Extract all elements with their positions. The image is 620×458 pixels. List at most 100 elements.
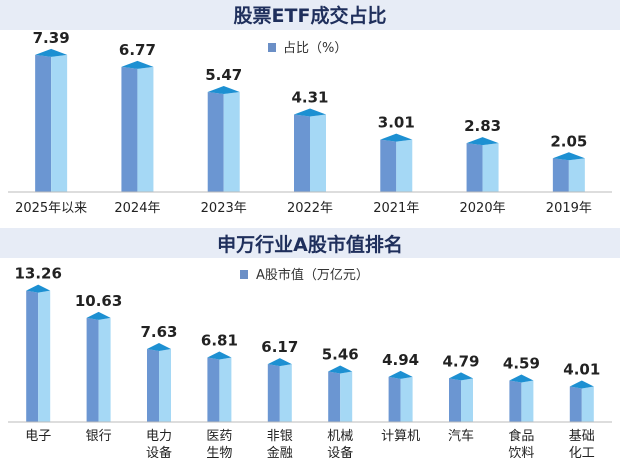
chart2-bar-front-8 [509,380,522,422]
chart2-title: 申万行业A股市值排名 [217,233,403,256]
chart1-bar-side-0 [51,54,68,192]
chart1-bar-front-0 [35,54,52,192]
chart2-bar-3 [207,351,232,422]
chart1-bar-side-6 [568,158,585,192]
chart1-value-label-5: 2.83 [464,117,501,135]
chart2-value-label-2: 7.63 [140,323,177,341]
chart2-bar-front-5 [328,371,341,422]
chart1-bar-side-5 [482,143,499,192]
chart2-bar-top-7 [449,372,473,381]
chart1-category-label-1: 2024年 [114,201,160,216]
chart2-bar-top-9 [569,380,594,389]
chart2-bar-top-1 [86,311,111,320]
chart2-bar-top-8 [509,374,534,383]
chart2-category-label-9-line1: 化工 [569,446,595,458]
chart1-bar-1 [121,60,154,192]
chart2-bar-5 [328,365,353,422]
chart1-category-label-6: 2019年 [546,201,592,216]
chart1-bar-top-0 [35,48,68,57]
chart1-bar-top-5 [466,137,499,146]
chart2-category-label-1: 银行 [86,429,112,444]
chart1-bar-front-1 [121,66,138,192]
chart2-category-label-4-line0: 非银 [267,429,293,444]
chart2-bar-top-2 [147,342,171,351]
chart2-category-label-2-line1: 设备 [146,445,172,458]
chart2-category-label-2-line0: 电力 [146,429,172,444]
chart1-bar-top-2 [207,86,240,95]
chart2-bar-7 [449,372,473,422]
chart2-bar-side-5 [340,371,353,422]
chart1-bar-5 [466,137,499,192]
chart2-header-band [0,228,620,258]
chart2-bar-front-9 [569,386,582,422]
chart1-value-label-6: 2.05 [550,132,587,150]
chart1-value-label-4: 3.01 [378,114,415,132]
chart2-value-label-0: 13.26 [14,265,61,283]
chart1-bar-side-2 [223,92,240,192]
chart2-bar-2 [147,342,171,422]
chart2-bar-front-7 [449,378,461,422]
chart2-value-label-3: 6.81 [201,331,238,349]
chart2-bar-side-7 [461,378,473,422]
chart1-bar-front-5 [466,143,483,192]
chart1-value-label-1: 6.77 [119,41,156,59]
chart2-value-label-5: 5.46 [322,345,359,363]
chart2-bar-front-1 [86,317,99,422]
chart2-bar-top-6 [388,370,413,379]
chart1-header-band [0,0,620,30]
chart2-bar-front-6 [388,376,401,422]
chart1-bar-side-4 [396,139,413,192]
chart1-category-label-2: 2023年 [201,201,247,216]
chart2-bar-side-9 [581,386,594,422]
chart1-bar-top-6 [552,152,585,161]
chart1-category-label-4: 2021年 [373,201,419,216]
chart1-bar-front-3 [294,114,310,192]
chart2-bar-top-3 [207,351,232,360]
chart1-bar-top-1 [121,60,154,69]
chart2-value-label-9: 4.01 [563,360,600,378]
chart1-value-label-0: 7.39 [33,29,70,47]
chart1-bar-side-3 [310,114,326,192]
chart2-bar-side-8 [521,380,534,422]
chart2-bar-front-2 [147,348,159,422]
chart1-bar-front-6 [552,158,569,192]
chart2-bar-9 [569,380,594,422]
chart2-bar-0 [26,284,51,422]
chart1-value-label-2: 5.47 [205,66,242,84]
chart2-bar-front-0 [26,290,39,422]
chart2-bar-1 [86,311,111,422]
chart2-category-label-5-line0: 机械 [327,429,353,444]
chart2-category-label-6: 计算机 [381,429,420,444]
chart1-bar-2 [207,86,240,192]
chart2-bar-top-5 [328,365,353,374]
chart2-bar-side-0 [38,290,51,422]
chart2-bar-4 [267,358,292,422]
chart2-category-label-8-line1: 饮料 [508,446,534,458]
chart2-value-label-4: 6.17 [261,338,298,356]
chart2-legend-marker [240,270,248,279]
chart1-value-label-3: 4.31 [291,88,328,106]
chart2-bar-side-2 [159,348,171,422]
chart2-category-label-3-line1: 生物 [206,446,232,458]
chart2-value-label-1: 10.63 [75,292,122,310]
chart1-bar-6 [552,152,585,192]
chart2-bar-top-4 [267,358,292,367]
chart2-category-label-5-line1: 设备 [327,445,353,458]
chart1-bar-3 [294,108,326,192]
chart2-bar-front-4 [267,364,280,422]
chart2-category-label-9-line0: 基础 [569,429,595,444]
chart2-category-label-3-line0: 医药 [206,429,232,444]
chart2-category-label-8-line0: 食品 [508,428,534,444]
chart1-category-label-3: 2022年 [287,201,333,216]
chart1-bar-front-4 [380,139,397,192]
chart2-value-label-8: 4.59 [503,354,540,372]
chart1-category-label-5: 2020年 [460,201,506,216]
chart1-bars: 7.39 2025年以来 6.77 2024年 5.47 2023年 4.31 2022年 3.… [15,29,592,216]
chart1-title: 股票ETF成交占比 [234,4,387,27]
chart1-bar-side-1 [137,66,154,192]
chart1-bar-top-3 [294,108,326,117]
chart2-bar-side-6 [400,376,413,422]
